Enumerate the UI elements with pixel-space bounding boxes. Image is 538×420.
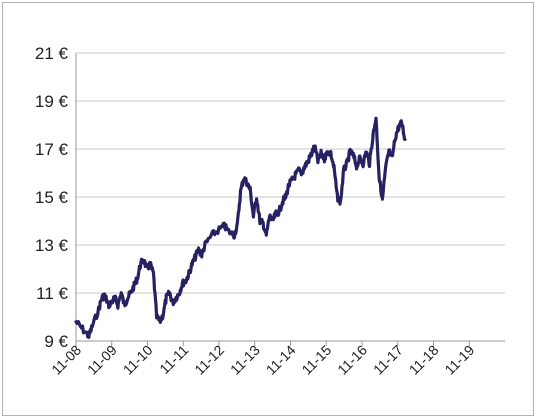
x-tick-label: 11-12 xyxy=(191,342,227,378)
y-tick-label: 11 € xyxy=(36,284,68,303)
y-tick-label: 17 € xyxy=(35,140,69,159)
x-tick-label: 11-09 xyxy=(84,342,120,378)
series-line-0 xyxy=(74,116,407,339)
x-tick-label: 11-18 xyxy=(406,342,442,378)
x-tick-label: 11-16 xyxy=(334,342,370,378)
series-layer xyxy=(74,116,407,339)
x-tick-label: 11-14 xyxy=(263,342,299,378)
x-tick-label: 11-13 xyxy=(227,342,263,378)
x-tick-label: 11-10 xyxy=(120,342,156,378)
gridlines xyxy=(76,52,505,294)
x-tick-label: 11-19 xyxy=(441,342,477,378)
x-axis-tick-labels: 11-08 11-09 11-10 11-11 11-12 11-13 11-14 11-15… xyxy=(48,342,477,378)
y-tick-label: 9 € xyxy=(44,332,68,351)
y-axis-tick-labels: 9 € 11 € 13 € 15 € 17 € 19 € 21 € xyxy=(35,44,69,351)
axes xyxy=(75,53,505,346)
y-tick-label: 13 € xyxy=(35,236,69,255)
x-tick-label: 11-15 xyxy=(298,342,334,378)
x-tick-label: 11-11 xyxy=(156,342,191,377)
line-chart: 9 € 11 € 13 € 15 € 17 € 19 € 21 € 11-08 11-09 11… xyxy=(35,44,505,378)
y-tick-label: 15 € xyxy=(35,188,69,207)
x-tick-label: 11-17 xyxy=(370,342,406,378)
y-tick-label: 21 € xyxy=(35,44,69,63)
chart-frame: 9 € 11 € 13 € 15 € 17 € 19 € 21 € 11-08 11-09 11… xyxy=(2,2,534,416)
y-tick-label: 19 € xyxy=(35,92,69,111)
